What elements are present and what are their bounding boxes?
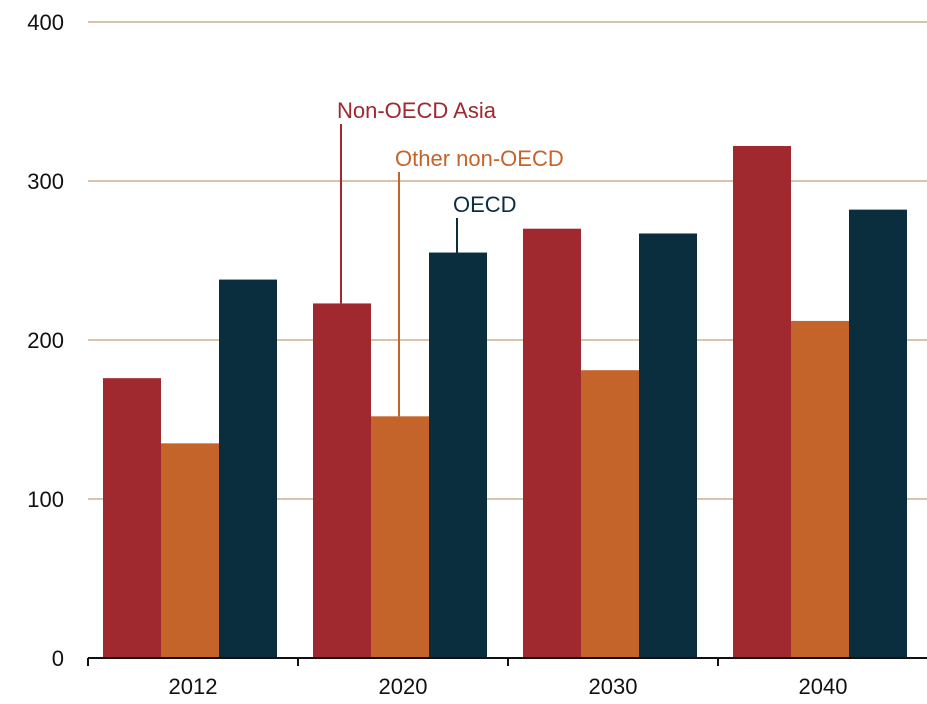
x-tick-label-2012: 2012 bbox=[169, 674, 218, 699]
y-tick-label-200: 200 bbox=[27, 328, 64, 353]
bar-oecd-2030 bbox=[639, 233, 697, 658]
annotation-label-oecd: OECD bbox=[453, 192, 517, 217]
annotations: Non-OECD Asia Other non-OECD OECD bbox=[337, 98, 564, 417]
y-tick-label-0: 0 bbox=[52, 646, 64, 671]
y-tick-labels: 0 100 200 300 400 bbox=[27, 10, 64, 671]
bar-non-oecd-asia-2020 bbox=[313, 303, 371, 658]
bar-other-non-oecd-2012 bbox=[161, 443, 219, 658]
x-tick-label-2040: 2040 bbox=[799, 674, 848, 699]
bar-other-non-oecd-2040 bbox=[791, 320, 849, 658]
bar-oecd-2040 bbox=[849, 209, 907, 658]
x-axis bbox=[87, 657, 927, 666]
y-tick-label-100: 100 bbox=[27, 487, 64, 512]
annotation-label-non-oecd-asia: Non-OECD Asia bbox=[337, 98, 497, 123]
bar-non-oecd-asia-2040 bbox=[733, 146, 791, 658]
bar-oecd-2012 bbox=[219, 279, 277, 658]
x-tick-label-2030: 2030 bbox=[589, 674, 638, 699]
bar-other-non-oecd-2020 bbox=[371, 416, 429, 658]
x-tick-labels: 2012 2020 2030 2040 bbox=[169, 674, 848, 699]
bar-oecd-2020 bbox=[429, 252, 487, 659]
y-tick-label-400: 400 bbox=[27, 10, 64, 35]
bar-non-oecd-asia-2030 bbox=[523, 228, 581, 658]
y-tick-label-300: 300 bbox=[27, 169, 64, 194]
bar-non-oecd-asia-2012 bbox=[103, 378, 161, 658]
annotation-label-other-non-oecd: Other non-OECD bbox=[395, 146, 564, 171]
bar-other-non-oecd-2030 bbox=[581, 370, 639, 658]
bars bbox=[103, 146, 907, 659]
x-tick-label-2020: 2020 bbox=[379, 674, 428, 699]
